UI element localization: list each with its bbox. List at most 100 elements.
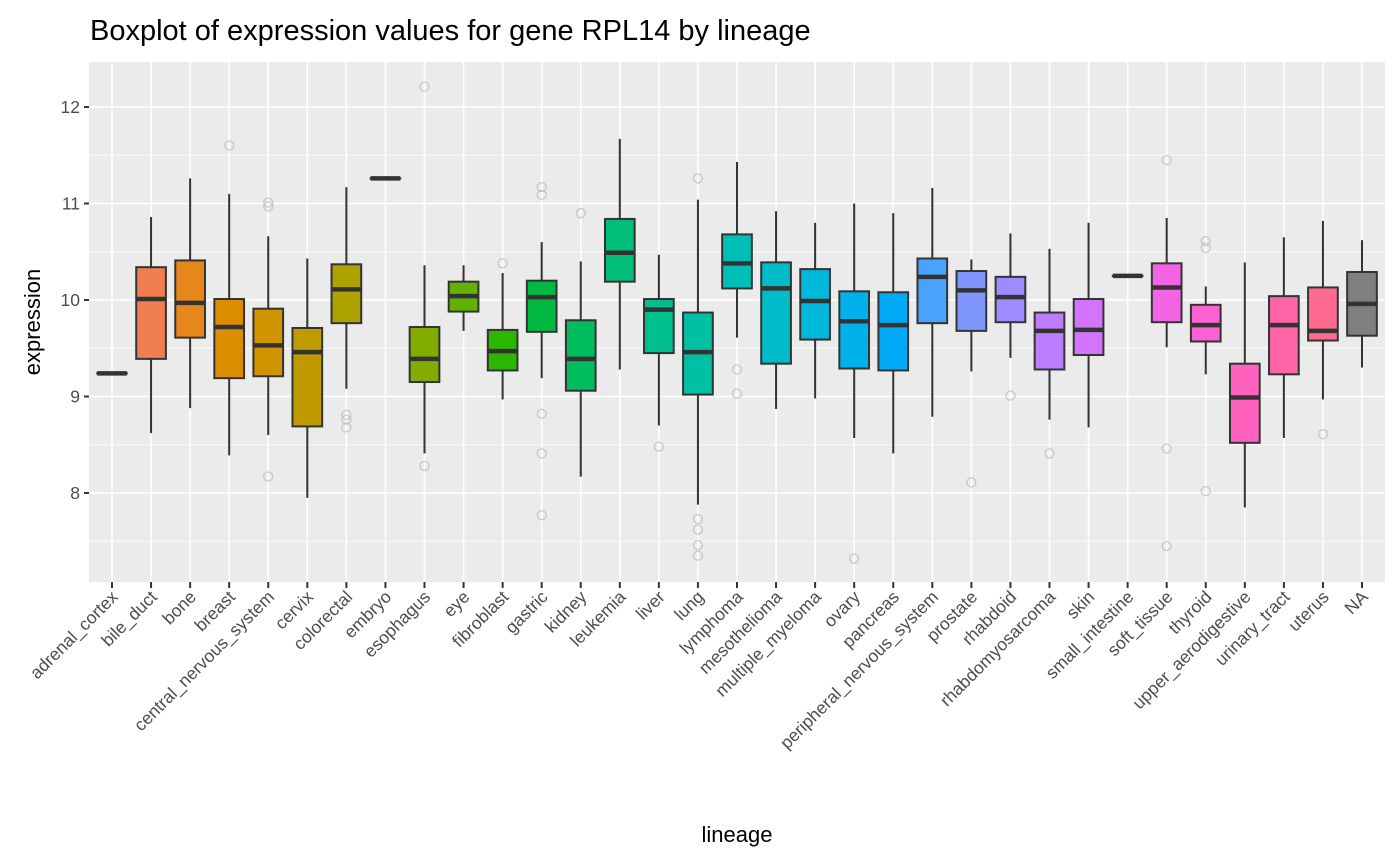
- outlier-point: [1200, 242, 1211, 254]
- x-tick-label: uterus: [1284, 587, 1333, 636]
- box-iqr: [213, 298, 246, 380]
- box-ovary: [838, 203, 871, 564]
- outlier-point: [263, 471, 274, 482]
- outlier-point: [536, 448, 547, 459]
- box-iqr: [994, 275, 1027, 324]
- outlier-point: [263, 201, 274, 212]
- x-tick-label: gastric: [501, 587, 552, 638]
- box-lung: [682, 173, 714, 561]
- box-iqr: [1228, 362, 1261, 444]
- outlier-point: [692, 173, 704, 184]
- box-iqr: [955, 270, 988, 332]
- box-uterus: [1307, 220, 1339, 440]
- outlier-point: [536, 408, 547, 420]
- outlier-point: [536, 509, 547, 521]
- y-tick-label: 12: [61, 97, 80, 117]
- outlier-point: [692, 539, 704, 551]
- x-axis: adrenal_cortexbile_ductbonebreastcentral…: [26, 582, 1372, 754]
- box-skin: [1072, 222, 1105, 428]
- outlier-point: [419, 81, 430, 92]
- box-iqr: [408, 326, 441, 384]
- box-bone: [174, 178, 206, 409]
- box-gastric: [525, 181, 558, 521]
- box-iqr: [330, 263, 363, 325]
- box-iqr: [643, 298, 675, 355]
- x-tick-label: liver: [632, 587, 669, 624]
- outlier-point: [731, 388, 743, 399]
- box-iqr: [1150, 262, 1183, 324]
- box-cervix: [291, 258, 324, 498]
- chart-title: Boxplot of expression values for gene RP…: [90, 15, 811, 47]
- box-iqr: [291, 326, 324, 428]
- box-iqr: [174, 259, 206, 339]
- box-lymphoma: [721, 162, 753, 399]
- box-iqr: [838, 290, 871, 370]
- box-iqr: [603, 217, 636, 283]
- box-colorectal: [330, 187, 363, 433]
- box-iqr: [799, 268, 831, 341]
- x-tick-label: NA: [1340, 586, 1372, 618]
- box-thyroid: [1189, 235, 1222, 497]
- outlier-point: [1200, 235, 1211, 247]
- x-axis-title: lineage: [702, 822, 773, 847]
- outlier-point: [497, 258, 508, 269]
- box-central-nervous-system: [252, 197, 285, 482]
- outlier-point: [848, 553, 860, 564]
- outlier-point: [419, 460, 430, 472]
- box-multiple-myeloma: [799, 222, 831, 399]
- box-kidney: [564, 207, 597, 477]
- outlier-point: [692, 513, 704, 525]
- outlier-point: [966, 477, 977, 488]
- outlier-point: [1200, 485, 1211, 497]
- box-eye: [447, 265, 480, 331]
- box-iqr: [760, 261, 792, 365]
- box-bile-duct: [135, 217, 167, 434]
- outlier-point: [653, 441, 665, 452]
- outlier-point: [536, 181, 547, 193]
- box-iqr: [1072, 298, 1105, 357]
- box-iqr: [135, 266, 167, 360]
- box-iqr: [525, 279, 558, 333]
- outlier-point: [536, 189, 547, 201]
- box-leukemia: [603, 138, 636, 370]
- box-iqr: [252, 307, 285, 378]
- outlier-point: [341, 414, 352, 425]
- box-iqr: [1268, 295, 1300, 376]
- box-rhabdoid: [994, 233, 1027, 401]
- outlier-point: [341, 422, 352, 433]
- outlier-point: [692, 550, 704, 561]
- box-iqr: [916, 257, 949, 325]
- box-rhabdomyosarcoma: [1033, 248, 1066, 459]
- outlier-point: [1161, 540, 1172, 552]
- y-tick-label: 11: [62, 194, 80, 214]
- box-mesothelioma: [760, 211, 792, 410]
- box-peripheral-nervous-system: [916, 188, 949, 417]
- box-na: [1346, 240, 1378, 368]
- outlier-point: [1161, 443, 1172, 454]
- box-iqr: [1033, 311, 1066, 371]
- y-tick-label: 10: [61, 290, 81, 310]
- box-breast: [213, 140, 246, 456]
- outlier-point: [692, 524, 704, 535]
- outlier-point: [731, 364, 743, 375]
- outlier-point: [1317, 428, 1329, 440]
- box-iqr: [564, 319, 597, 392]
- box-iqr: [877, 291, 910, 372]
- box-soft-tissue: [1150, 154, 1183, 552]
- box-esophagus: [408, 81, 441, 472]
- outlier-point: [263, 197, 274, 208]
- y-tick-label: 8: [70, 483, 80, 503]
- box-upper-aerodigestive: [1228, 262, 1261, 508]
- box-prostate: [955, 259, 988, 488]
- outlier-point: [1005, 390, 1016, 401]
- outlier-point: [341, 409, 352, 421]
- outlier-point: [1044, 448, 1055, 459]
- box-pancreas: [877, 213, 910, 454]
- y-tick-label: 9: [70, 387, 80, 407]
- outlier-point: [1161, 154, 1172, 166]
- box-liver: [643, 254, 675, 452]
- box-urinary-tract: [1268, 237, 1300, 438]
- boxes: [96, 81, 1378, 564]
- box-fibroblast: [486, 258, 519, 400]
